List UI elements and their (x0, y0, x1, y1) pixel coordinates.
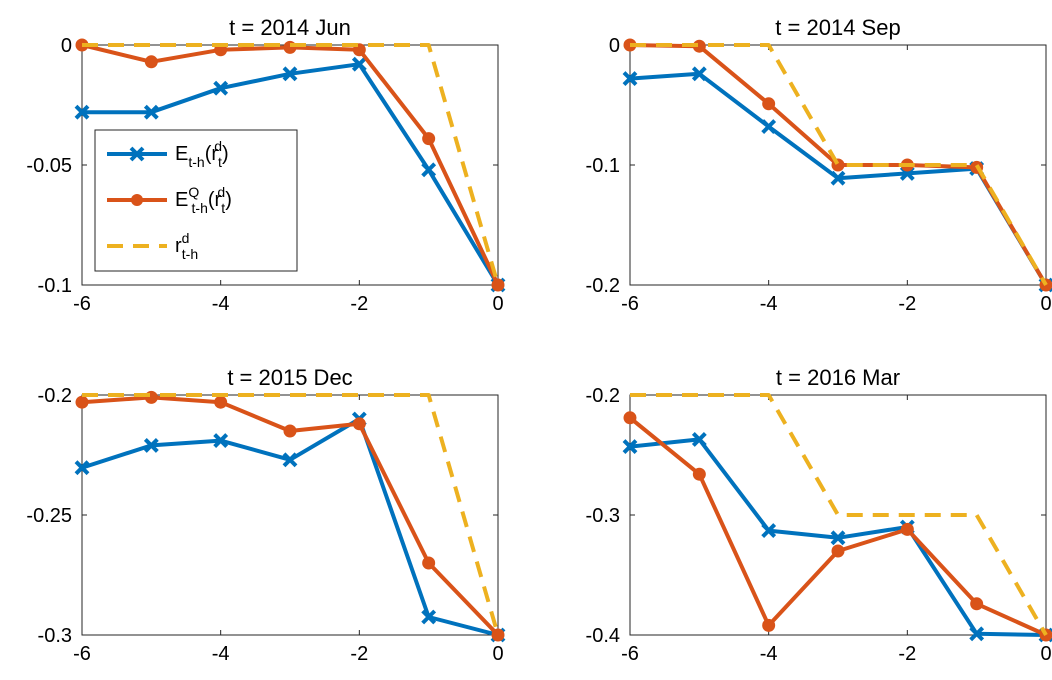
x-tick-label: -4 (760, 643, 778, 665)
subplot: t = 2015 Dec -6 -4 -2 0 -0.3 -0.25 -0.2 (26, 365, 506, 665)
x-tick-label: -2 (898, 293, 916, 315)
marker (691, 66, 707, 82)
marker (74, 104, 90, 120)
marker (622, 71, 638, 87)
x-tick-label: -6 (621, 643, 639, 665)
x-tick-label: -2 (350, 643, 368, 665)
legend-label: EQ t-h(rtd) (175, 184, 232, 216)
marker (761, 523, 777, 539)
legend-marker (129, 146, 145, 162)
marker (491, 278, 505, 292)
marker (143, 104, 159, 120)
marker (970, 597, 984, 611)
marker (762, 97, 776, 111)
x-tick-label: 0 (1040, 293, 1051, 315)
legend-label: Et-h(rtd) (175, 138, 229, 170)
y-tick-label: 0 (609, 35, 620, 57)
marker (283, 424, 297, 438)
chart-title: t = 2016 Mar (776, 365, 900, 390)
marker (351, 56, 367, 72)
x-tick-label: -6 (621, 293, 639, 315)
marker (352, 417, 366, 431)
y-tick-label: -0.2 (586, 275, 620, 297)
y-tick-label: -0.1 (586, 155, 620, 177)
marker (282, 66, 298, 82)
marker (491, 628, 505, 642)
marker (422, 556, 436, 570)
marker (830, 170, 846, 186)
series-line (81, 417, 499, 637)
legend: Et-h(rtd) EQ t-h(rtd) rd t-h (94, 129, 298, 272)
x-tick-label: -4 (760, 293, 778, 315)
x-tick-label: 0 (492, 643, 503, 665)
y-tick-label: -0.3 (586, 505, 620, 527)
marker (422, 132, 436, 146)
marker (421, 162, 437, 178)
marker (830, 530, 846, 546)
marker (214, 395, 228, 409)
axes-box (629, 394, 1047, 636)
y-tick-label: -0.2 (38, 385, 72, 407)
marker (282, 452, 298, 468)
x-tick-label: -6 (73, 293, 91, 315)
y-tick-label: -0.2 (586, 385, 620, 407)
marker (213, 80, 229, 96)
x-tick-label: -2 (350, 293, 368, 315)
marker (762, 618, 776, 632)
marker (623, 411, 637, 425)
series-line (82, 393, 500, 636)
marker (691, 431, 707, 447)
marker (969, 626, 985, 642)
marker (761, 119, 777, 135)
y-tick-label: 0 (61, 35, 72, 57)
chart-title: t = 2014 Sep (775, 15, 900, 40)
series-line (630, 393, 1048, 637)
x-tick-label: 0 (492, 293, 503, 315)
marker (74, 460, 90, 476)
legend-marker (131, 194, 143, 206)
marker (900, 522, 914, 536)
y-tick-label: -0.1 (38, 275, 72, 297)
chart-title: t = 2014 Jun (229, 15, 351, 40)
series-line (82, 43, 500, 286)
subplot: t = 2014 Jun -6 -4 -2 0 -0.1 -0.05 0 Et-h(rtd) EQ… (26, 15, 506, 315)
x-tick-label: -2 (898, 643, 916, 665)
x-tick-label: -4 (212, 643, 230, 665)
marker (421, 609, 437, 625)
x-tick-label: 0 (1040, 643, 1051, 665)
subplot: t = 2016 Mar -6 -4 -2 0 -0.4 -0.3 -0.2 (586, 365, 1052, 665)
y-tick-label: -0.25 (26, 505, 72, 527)
marker (692, 467, 706, 481)
chart-title: t = 2015 Dec (227, 365, 352, 390)
marker (213, 433, 229, 449)
x-tick-label: -4 (212, 293, 230, 315)
marker (144, 55, 158, 69)
legend-label: rd t-h (175, 230, 198, 262)
y-tick-label: -0.4 (586, 625, 620, 647)
y-tick-label: -0.3 (38, 625, 72, 647)
y-tick-label: -0.05 (26, 155, 72, 177)
subplot: t = 2014 Sep -6 -4 -2 0 -0.2 -0.1 0 (586, 15, 1052, 315)
marker (143, 437, 159, 453)
marker (831, 544, 845, 558)
x-tick-label: -6 (73, 643, 91, 665)
marker (75, 395, 89, 409)
marker (622, 439, 638, 455)
